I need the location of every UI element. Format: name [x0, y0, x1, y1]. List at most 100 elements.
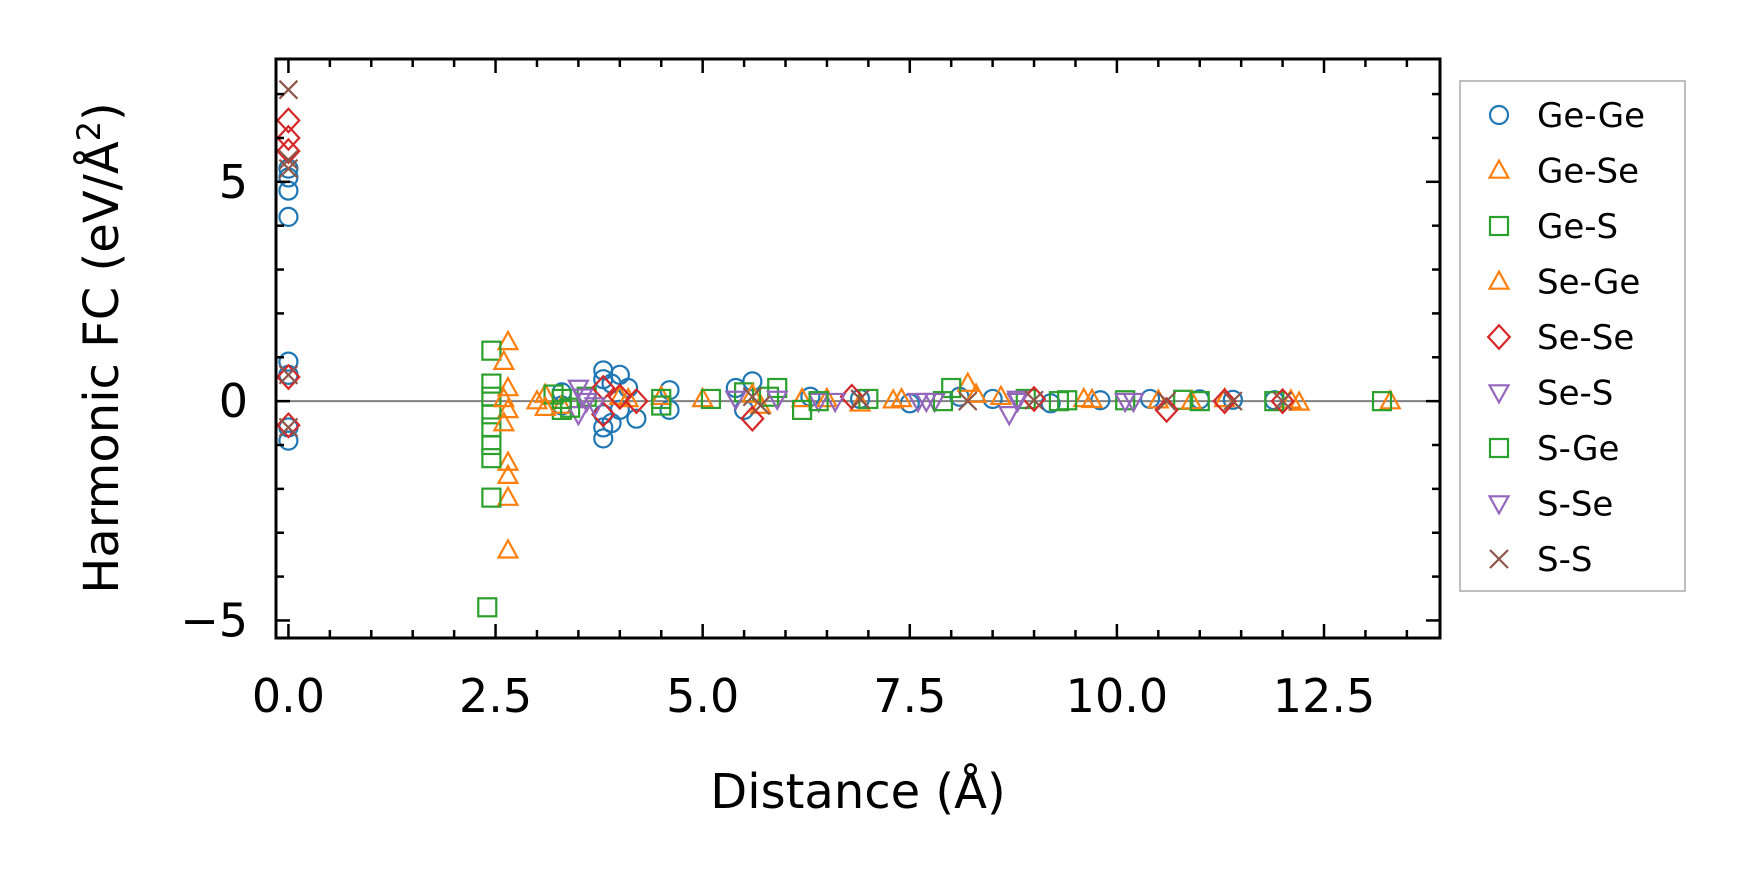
- data-point: [276, 363, 301, 391]
- data-point: [607, 383, 633, 411]
- legend-marker: [1488, 104, 1510, 126]
- legend-marker: [1486, 323, 1512, 351]
- legend-item: Ge-Se: [1487, 152, 1639, 192]
- data-point: [700, 388, 722, 410]
- x-tick-label: 0.0: [252, 669, 325, 723]
- data-point: [750, 395, 771, 416]
- data-point: [492, 349, 516, 370]
- data-point: [626, 408, 647, 429]
- data-point: [276, 137, 301, 165]
- plot-background: [276, 59, 1440, 638]
- legend-label: Se-Ge: [1537, 263, 1640, 303]
- data-point: [1006, 392, 1029, 414]
- legend-marker: [1488, 437, 1510, 459]
- data-point: [278, 430, 299, 451]
- data-point: [608, 384, 632, 406]
- data-point: [807, 392, 830, 414]
- x-axis-title: Distance (Å): [710, 763, 1005, 820]
- legend-label: Se-Se: [1537, 318, 1634, 358]
- data-point: [850, 389, 870, 409]
- legend-marker: [1487, 495, 1511, 516]
- data-point: [1090, 390, 1111, 411]
- data-point: [649, 384, 673, 406]
- data-point: [765, 390, 789, 412]
- data-point: [276, 107, 301, 134]
- legend-item: Se-S: [1487, 374, 1613, 414]
- x-tick-labels: 0.0 2.5 5.0 7.5 10.0 12.5: [252, 669, 1375, 723]
- data-point: [956, 371, 980, 392]
- data-point: [496, 538, 520, 559]
- legend-item: Se-Ge: [1487, 263, 1640, 303]
- data-point: [481, 487, 502, 508]
- data-point: [932, 391, 954, 412]
- legend-label: Ge-Se: [1537, 152, 1639, 192]
- legend-label: S-Se: [1537, 485, 1613, 525]
- data-point: [496, 450, 520, 471]
- x-tick-label: 12.5: [1273, 669, 1375, 723]
- data-point: [915, 392, 938, 414]
- legend-item: S-S: [1489, 540, 1592, 580]
- y-axis-title: Harmonic FC (eV/Å2): [70, 102, 130, 594]
- data-point: [740, 405, 765, 433]
- series-se-ge: [492, 349, 1311, 432]
- data-point: [1270, 387, 1295, 415]
- data-point: [278, 206, 299, 228]
- x-tick-label: 2.5: [459, 669, 532, 723]
- data-point: [989, 384, 1013, 406]
- data-point: [1212, 387, 1237, 415]
- data-point: [278, 158, 299, 179]
- y-tick-label: 0: [219, 374, 248, 428]
- data-point: [278, 351, 299, 372]
- legend-marker: [1487, 384, 1511, 405]
- data-point: [481, 404, 502, 425]
- data-point: [1156, 391, 1177, 411]
- data-points: [276, 79, 1402, 618]
- legend-marker: [1489, 549, 1509, 569]
- series-s-s: [278, 79, 1293, 438]
- data-point: [492, 410, 516, 432]
- data-point: [881, 388, 905, 409]
- data-point: [1080, 387, 1104, 409]
- data-point: [481, 448, 502, 469]
- data-point: [1272, 391, 1293, 411]
- legend-label: Ge-Ge: [1537, 96, 1645, 136]
- series-s-se: [571, 388, 1145, 418]
- data-point: [593, 428, 614, 449]
- data-point: [1122, 392, 1145, 414]
- data-point: [278, 79, 299, 100]
- legend-label: Se-S: [1537, 374, 1613, 414]
- legend-label: Ge-S: [1537, 207, 1618, 247]
- data-point: [1024, 390, 1044, 411]
- data-point: [1189, 391, 1210, 412]
- series-s-ge: [551, 386, 1210, 418]
- data-point: [583, 397, 607, 418]
- x-tick-label: 10.0: [1066, 669, 1168, 723]
- legend-item: S-Ge: [1488, 429, 1619, 469]
- data-point: [823, 392, 847, 414]
- data-point: [957, 391, 978, 411]
- axis-ticks: [276, 59, 1440, 638]
- legend-marker: [1487, 158, 1511, 179]
- data-point: [496, 397, 520, 419]
- y-tick-label: 5: [219, 155, 248, 209]
- data-point: [616, 386, 640, 408]
- data-point: [997, 405, 1021, 427]
- legend-label: S-S: [1537, 540, 1592, 580]
- data-point: [492, 386, 516, 408]
- data-point: [278, 417, 299, 438]
- data-point: [496, 463, 520, 485]
- plot-area: [274, 57, 1442, 640]
- x-tick-label: 5.0: [666, 669, 739, 723]
- data-point: [1057, 390, 1078, 411]
- legend-item: Ge-S: [1488, 207, 1618, 247]
- legend: Ge-Ge Ge-Se Ge-S Se-Ge Se-Se Se-S S-Ge S-Se S-S: [1459, 80, 1686, 592]
- data-point: [651, 388, 672, 410]
- legend-item: Se-Se: [1486, 318, 1634, 358]
- legend-item: Ge-Ge: [1488, 96, 1645, 136]
- data-point: [278, 150, 299, 170]
- data-point: [481, 340, 502, 361]
- data-point: [808, 391, 829, 412]
- data-point: [496, 329, 520, 351]
- data-point: [848, 391, 872, 412]
- data-point: [575, 392, 598, 414]
